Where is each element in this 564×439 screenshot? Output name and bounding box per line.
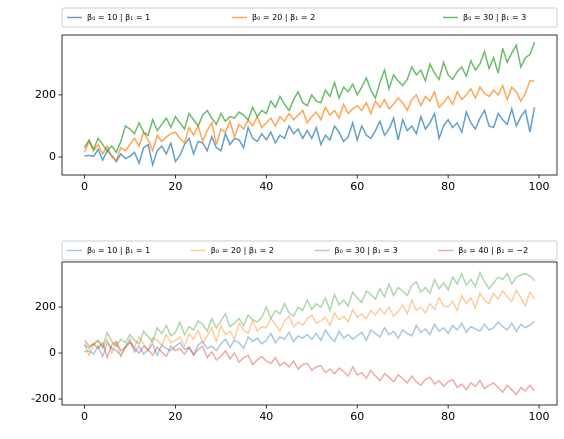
y-tick-label: 200: [35, 88, 56, 101]
series-line: [83, 339, 536, 396]
series-line: [83, 41, 536, 154]
y-tick-label: 0: [49, 346, 56, 359]
series-line: [84, 270, 536, 350]
legend-label: β₀ = 10 | β₁ = 1: [87, 246, 150, 255]
x-tick-label: 60: [350, 180, 364, 193]
x-tick-label: 0: [81, 180, 88, 193]
series-line: [84, 106, 536, 168]
x-tick-label: 40: [259, 180, 273, 193]
legend-label: β₀ = 20 | β₁ = 2: [252, 13, 315, 22]
legend-box: [61, 7, 558, 28]
legend-label: β₀ = 20 | β₁ = 2: [211, 246, 274, 255]
series-line: [83, 288, 536, 359]
x-tick-label: 20: [168, 180, 182, 193]
y-tick-label: 0: [49, 150, 56, 163]
y-tick-label: -200: [31, 392, 56, 405]
x-tick-label: 80: [441, 410, 455, 423]
x-tick-label: 40: [259, 410, 273, 423]
legend-label: β₀ = 30 | β₁ = 3: [335, 246, 398, 255]
legend-box: [61, 240, 558, 261]
x-tick-label: 100: [529, 410, 550, 423]
legend-label: β₀ = 30 | β₁ = 3: [463, 13, 526, 22]
y-tick-label: 200: [35, 300, 56, 313]
x-tick-label: 60: [350, 410, 364, 423]
legend-label: β₀ = 10 | β₁ = 1: [87, 13, 150, 22]
x-tick-label: 0: [81, 410, 88, 423]
x-tick-label: 20: [168, 410, 182, 423]
legend-label: β₀ = 40 | β₁ = −2: [458, 246, 528, 255]
x-tick-label: 80: [441, 180, 455, 193]
series-line: [83, 80, 535, 162]
x-tick-label: 100: [529, 180, 550, 193]
axes-frame: [61, 261, 558, 406]
series-line: [84, 320, 536, 359]
axes-frame: [61, 34, 558, 176]
